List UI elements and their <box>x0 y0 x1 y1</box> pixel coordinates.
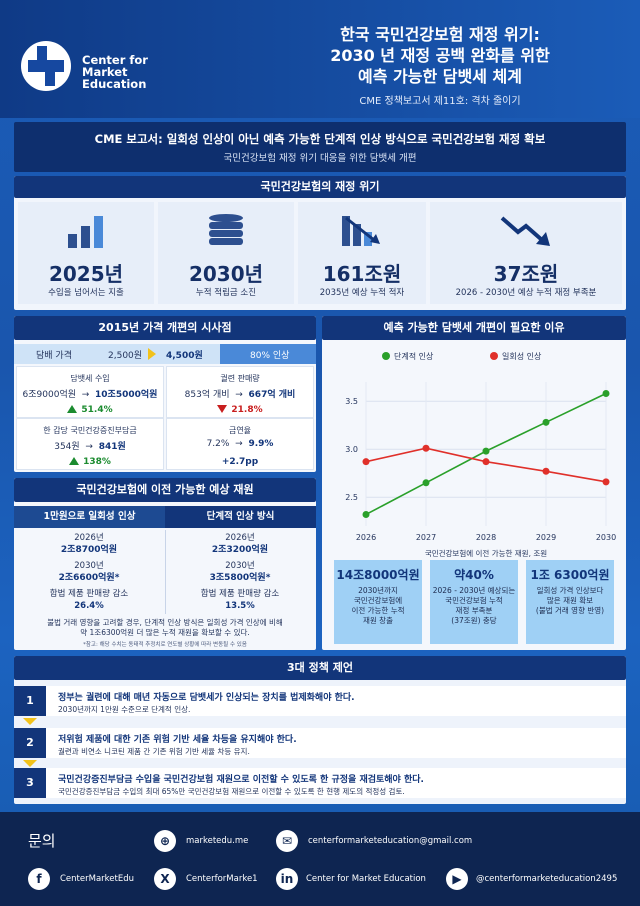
revenue-footnote: *참고: 해당 수치는 동태적 추정치로 연도별 상황에 따라 변동될 수 있음 <box>83 642 247 648</box>
email-link[interactable]: centerformarketeducation@gmail.com <box>308 836 473 846</box>
chart-title: 예측 가능한 담뱃세 개편이 필요한 이유 <box>322 316 626 340</box>
price-to: 4,500원 <box>166 351 203 361</box>
website-link[interactable]: marketedu.me <box>186 836 249 846</box>
globe-icon: ⊕ <box>154 830 176 852</box>
col-gradual: 단계적 인상 방식 <box>165 506 316 528</box>
pricing-heading: 2015년 가격 개편의 시사점 <box>14 316 316 340</box>
policy-item: 정부는 궐련에 대해 매년 자동으로 담뱃세가 인상되는 장치를 법제화해야 한… <box>46 686 626 716</box>
data-point <box>422 444 430 452</box>
kpi-card: 약40% 2026 - 2030년 예상되는 국민건강보험 누적 재정 부족분 (37… <box>430 560 518 644</box>
coins-icon <box>209 214 243 245</box>
downtrend-arrow-icon <box>500 216 550 246</box>
policy-item: 국민건강증진부담금 수입을 국민건강보험 재원으로 이전할 수 있도록 한 규정… <box>46 768 626 798</box>
data-point <box>482 447 490 455</box>
pricing-cell: 궐련 판매량 853억 개비 → 667억 개비 21.8% <box>166 366 314 418</box>
pricing-section: 2015년 가격 개편의 시사점 담배 가격 2,500원 4,500원 80%… <box>14 316 316 472</box>
pricing-cell: 금연율 7.2% → 9.9% +2.7pp <box>166 418 314 470</box>
facebook-link[interactable]: CenterMarketEdu <box>60 874 134 884</box>
legend-marker <box>490 352 498 360</box>
summary-banner: CME 보고서: 일회성 인상이 아닌 예측 가능한 단계적 인상 방식으로 국… <box>14 122 626 172</box>
linkedin-icon: in <box>276 868 298 890</box>
data-point <box>362 510 370 518</box>
y-tick-label: 2.5 <box>345 493 358 502</box>
youtube-link[interactable]: @centerformarketeducation2495 <box>476 874 618 884</box>
data-point <box>542 467 550 475</box>
crisis-card: 2030년 누적 적립금 소진 <box>158 202 294 304</box>
policy-number: 3 <box>14 768 46 798</box>
header: Center for Market Education 한국 국민건강보험 재정… <box>0 0 640 118</box>
banner-title: CME 보고서: 일회성 인상이 아닌 예측 가능한 단계적 인상 방식으로 국… <box>94 132 546 146</box>
data-point <box>542 418 550 426</box>
x-tick-label: 2030 <box>596 533 616 542</box>
linkedin-link[interactable]: Center for Market Education <box>306 874 426 884</box>
x-icon: X <box>154 868 176 890</box>
x-link[interactable]: CenterforMarke1 <box>186 874 258 884</box>
page-subtitle: CME 정책보고서 제11호: 격차 줄이기 <box>359 96 521 107</box>
pricing-cell: 담뱃세 수입 6조9000억원 → 10조5000억원 51.4% <box>16 366 164 418</box>
legend-marker <box>382 352 390 360</box>
page-title: 한국 국민건강보험 재정 위기: 2030 년 재정 공백 완화를 위한 예측 … <box>330 25 550 86</box>
legend-label: 일회성 인상 <box>502 351 542 361</box>
arrow-right-icon <box>148 348 156 360</box>
kpi-card: 1조 6300억원 일회성 가격 인상보다 많은 재원 확보 (불법 거래 영향 반… <box>526 560 614 644</box>
data-point <box>422 479 430 487</box>
up-triangle-icon <box>67 405 78 413</box>
chevron-down-icon <box>23 760 37 767</box>
x-tick-label: 2028 <box>476 533 496 542</box>
revenue-section: 국민건강보험에 이전 가능한 예상 재원 1만원으로 일회성 인상 단계적 인상… <box>14 478 316 650</box>
crisis-heading: 국민건강보험의 재정 위기 <box>14 176 626 198</box>
price-from: 2,500원 <box>108 351 143 361</box>
y-tick-label: 3.5 <box>345 397 358 406</box>
revenue-summary: 불법 거래 영향을 고려할 경우, 단계적 인상 방식은 일회성 가격 인상에 … <box>47 618 283 637</box>
up-triangle-icon <box>69 457 80 465</box>
crisis-section: 국민건강보험의 재정 위기 2025년 수입을 넘어서는 지출 2030년 누적… <box>14 176 626 310</box>
chart-panel: 예측 가능한 담뱃세 개편이 필요한 이유 2.5 3.0 3.5 2026 2027 2… <box>322 316 626 650</box>
footer: 문의 ⊕ marketedu.me ✉ centerformarketeduca… <box>0 812 640 906</box>
legend-label: 단계적 인상 <box>394 351 434 361</box>
chevron-down-icon <box>23 718 37 725</box>
crisis-card: 37조원 2026 - 2030년 예상 누적 재정 부족분 <box>430 202 622 304</box>
mail-icon: ✉ <box>276 830 298 852</box>
revenue-heading: 국민건강보험에 이전 가능한 예상 재원 <box>14 478 316 502</box>
youtube-icon: ▶ <box>446 868 468 890</box>
price-label: 담배 가격 <box>36 351 72 361</box>
bar-chart-icon <box>68 216 103 248</box>
x-tick-label: 2027 <box>416 533 436 542</box>
x-tick-label: 2026 <box>356 533 376 542</box>
line-chart: 2.5 3.0 3.5 2026 2027 2028 2029 2030 단계적 인상 일회성 인… <box>345 351 616 558</box>
policy-number: 2 <box>14 728 46 758</box>
data-point <box>602 478 610 486</box>
falling-bars-icon <box>342 216 380 246</box>
col-one-time: 1만원으로 일회성 인상 <box>14 506 165 528</box>
price-bar: 담배 가격 2,500원 4,500원 80% 인상 <box>14 344 316 364</box>
pricing-cell: 한 갑당 국민건강증진부담금 354원 → 841원 138% <box>16 418 164 470</box>
policy-heading: 3대 정책 제언 <box>14 656 626 680</box>
cme-logo <box>21 41 71 91</box>
data-point <box>602 390 610 398</box>
x-tick-label: 2029 <box>536 533 556 542</box>
price-change: 80% 인상 <box>250 351 290 361</box>
down-triangle-icon <box>217 405 228 413</box>
policy-number: 1 <box>14 686 46 716</box>
banner-subtitle: 국민건강보험 재정 위기 대응을 위한 담뱃세 개편 <box>223 153 417 164</box>
crisis-card: 2025년 수입을 넘어서는 지출 <box>18 202 154 304</box>
contact-label: 문의 <box>28 832 56 850</box>
y-tick-label: 3.0 <box>345 445 358 454</box>
policy-section: 3대 정책 제언 1 정부는 궐련에 대해 매년 자동으로 담뱃세가 인상되는 … <box>14 656 626 804</box>
data-point <box>482 458 490 466</box>
facebook-icon: f <box>28 868 50 890</box>
crisis-card: 161조원 2035년 예상 누적 적자 <box>298 202 426 304</box>
kpi-card: 14조8000억원 2030년까지 국민건강보험에 이전 가능한 누적 재원 창출 <box>334 560 422 644</box>
x-axis-label: 국민건강보험에 이전 가능한 재원, 조원 <box>425 548 547 558</box>
data-point <box>362 458 370 466</box>
brand-name: Center for Market Education <box>82 53 148 91</box>
policy-item: 저위험 제품에 대한 기존 위험 기반 세율 차등을 유지해야 한다. 궐련과 비… <box>46 728 626 758</box>
